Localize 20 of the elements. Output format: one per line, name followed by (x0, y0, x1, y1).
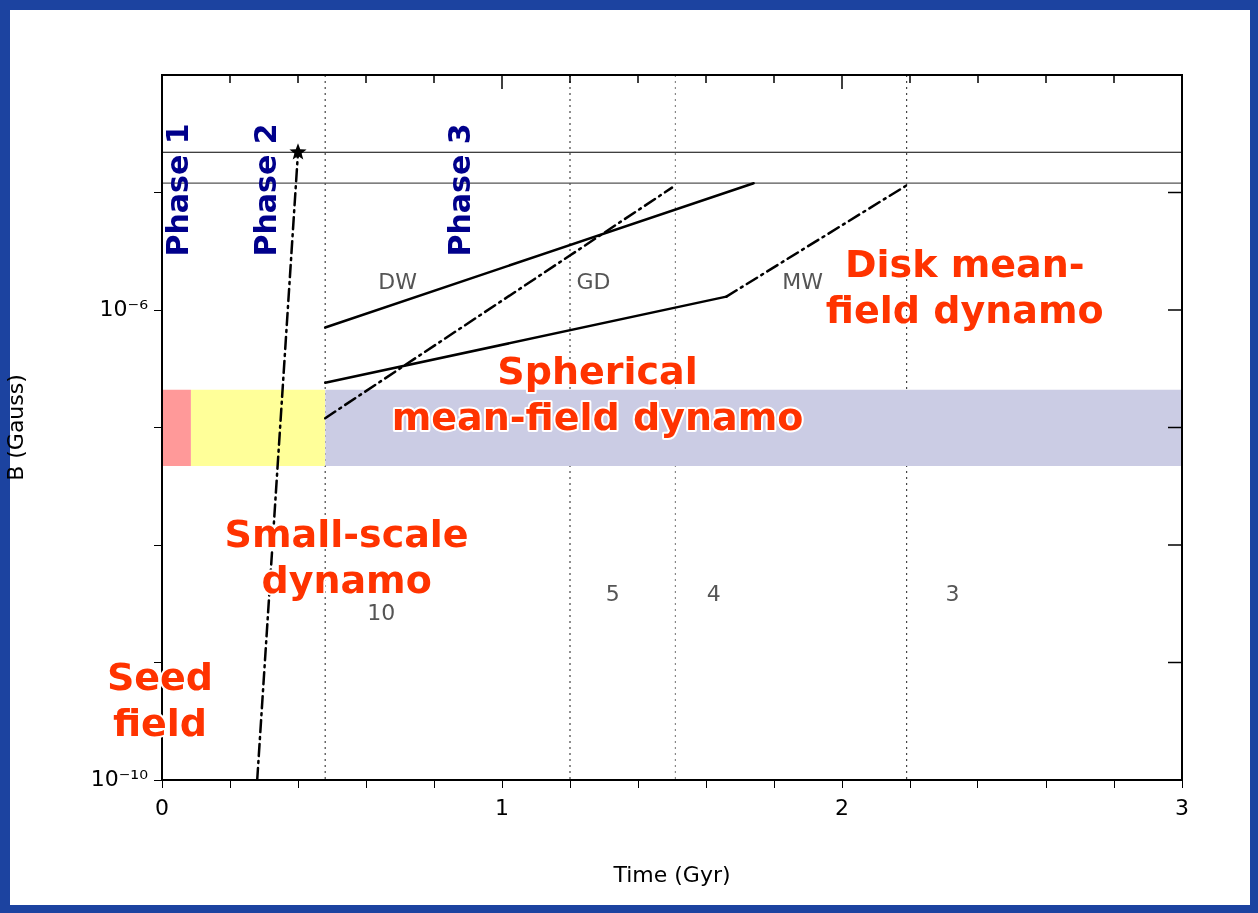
annotation: 5 (605, 581, 620, 607)
annotation: GD (576, 268, 611, 294)
annotation: Phase 1 (160, 123, 196, 257)
annotation: Spherical mean-field dynamo (391, 349, 804, 440)
annotation: 4 (706, 581, 721, 607)
annotation: 3 (945, 581, 960, 607)
x-tick-label: 1 (495, 794, 509, 820)
y-tick-label: 10⁻⁶ (99, 295, 149, 321)
annotation: 10 (367, 600, 396, 626)
y-axis-title: B (Gauss) (2, 374, 28, 481)
y-tick-label: 10⁻¹⁰ (90, 765, 149, 791)
annotation: Phase 2 (247, 123, 283, 257)
x-tick-label: 0 (155, 794, 169, 820)
annotation: Disk mean- field dynamo (825, 241, 1104, 332)
x-tick-label: 3 (1175, 794, 1189, 820)
annotation: MW (782, 268, 824, 294)
x-axis-title: Time (Gyr) (612, 861, 731, 887)
annotation: DW (378, 268, 418, 294)
annotation: Phase 3 (441, 123, 477, 257)
x-tick-label: 2 (835, 794, 849, 820)
